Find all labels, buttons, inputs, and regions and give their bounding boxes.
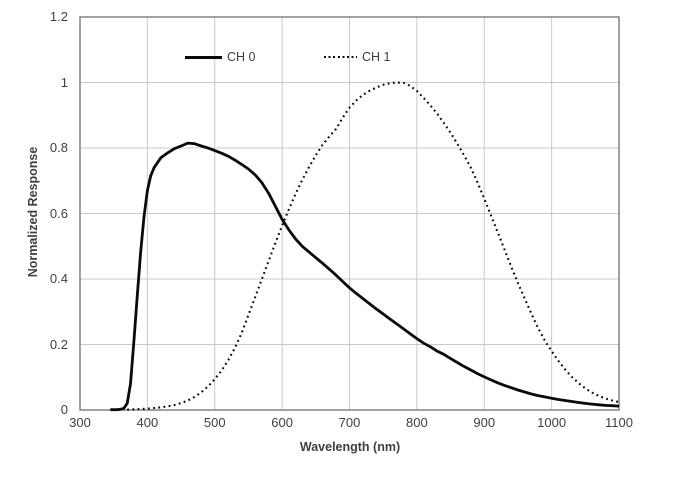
y-tick-label: 1 [60,74,68,90]
series-curve-ch-0 [110,141,620,412]
x-tick-label: 700 [338,415,361,430]
x-axis-title: Wavelength (nm) [299,440,401,454]
y-tick-label: 0.8 [49,140,68,155]
y-tick-label: 0 [60,402,68,417]
legend-item-ch0: CH 0 [185,49,255,65]
x-tick-label: 400 [136,415,159,430]
series-curve-ch-1 [127,81,620,411]
legend-label-ch0: CH 0 [227,50,256,64]
legend-item-ch1: CH 1 [324,49,390,65]
ch0-solid-line-sample [185,55,222,59]
y-tick-label: 0.2 [49,336,68,352]
plot-border [79,16,620,411]
y-tick-label: 0.4 [49,271,68,286]
x-tick-label: 300 [69,415,91,430]
x-tick-label: 900 [473,415,496,430]
x-tick-label: 600 [271,415,293,430]
ch1-dotted-line-sample [324,56,357,58]
y-tick-label: 0.6 [49,205,68,221]
y-tick-label: 1.2 [49,9,68,24]
x-tick-label: 800 [406,415,428,430]
y-axis-title: Normalized Response [26,146,40,278]
x-tick-label: 500 [203,415,226,430]
legend-label-ch1: CH 1 [362,50,391,64]
x-tick-label: 1000 [537,415,567,430]
x-tick-label: 1100 [605,415,633,430]
